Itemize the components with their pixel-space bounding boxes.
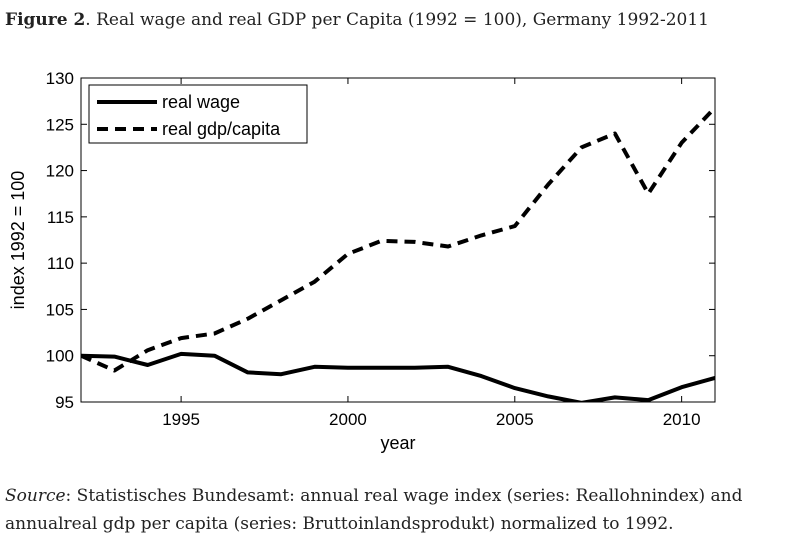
plot-frame	[80, 77, 716, 403]
y-axis-label: index 1992 = 100	[8, 171, 28, 310]
x-axis-label: year	[380, 433, 415, 453]
y-tick-label: 95	[55, 393, 74, 412]
figure-title: . Real wage and real GDP per Capita (199…	[85, 10, 709, 30]
line-chart: 95 100 105 110 115 120 125 130 1995 2000 2005 2010 y…	[8, 69, 716, 453]
y-tick-label: 115	[47, 208, 74, 227]
figure-caption: Figure 2. Real wage and real GDP per Cap…	[5, 8, 800, 32]
x-tick-label: 2005	[496, 410, 534, 429]
series-line-real-wage	[81, 351, 715, 402]
legend-label: real wage	[162, 92, 240, 112]
figure-label: Figure 2	[5, 10, 86, 30]
source-note: Source: Statistisches Bundesamt: annual …	[5, 482, 800, 538]
source-text: : Statistisches Bundesamt: annual real w…	[5, 486, 743, 534]
y-tick-label: 120	[46, 162, 74, 181]
x-tick-label: 2000	[329, 410, 367, 429]
x-tick-label: 1995	[162, 410, 200, 429]
y-tick-label: 110	[47, 254, 74, 273]
chart-legend: real wage real gdp/capita	[88, 84, 308, 144]
source-label: Source	[5, 486, 66, 506]
legend-box	[88, 84, 308, 144]
x-tick-label: 2010	[663, 410, 701, 429]
y-tick-label: 100	[46, 347, 74, 366]
legend-label: real gdp/capita	[162, 119, 281, 139]
y-tick-label: 105	[46, 300, 74, 319]
series-line-real-gdp-capita	[81, 106, 715, 373]
y-tick-label: 130	[46, 69, 74, 88]
y-tick-label: 125	[46, 115, 74, 134]
